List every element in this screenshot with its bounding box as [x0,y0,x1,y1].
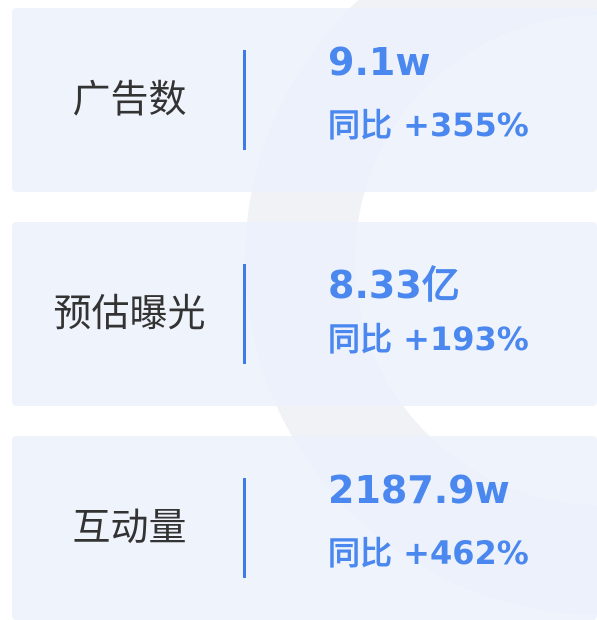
stat-change: 同比 +193% [328,320,529,358]
stat-card: 广告数 9.1w 同比 +355% [12,8,597,192]
stat-value: 8.33亿 [328,263,460,307]
stat-value: 9.1w [328,40,431,84]
stat-label: 预估曝光 [53,291,206,335]
stat-label: 广告数 [72,77,187,121]
divider [243,478,246,578]
stat-value: 2187.9w [328,468,510,512]
stat-card: 预估曝光 8.33亿同比 +193% [12,222,597,406]
divider [243,50,246,150]
stat-card: 互动量 2187.9w 同比 +462% [12,436,597,620]
stat-label: 互动量 [72,505,187,549]
divider [243,264,246,364]
stat-change: 同比 +462% [328,534,529,572]
stat-change: 同比 +355% [328,106,529,144]
